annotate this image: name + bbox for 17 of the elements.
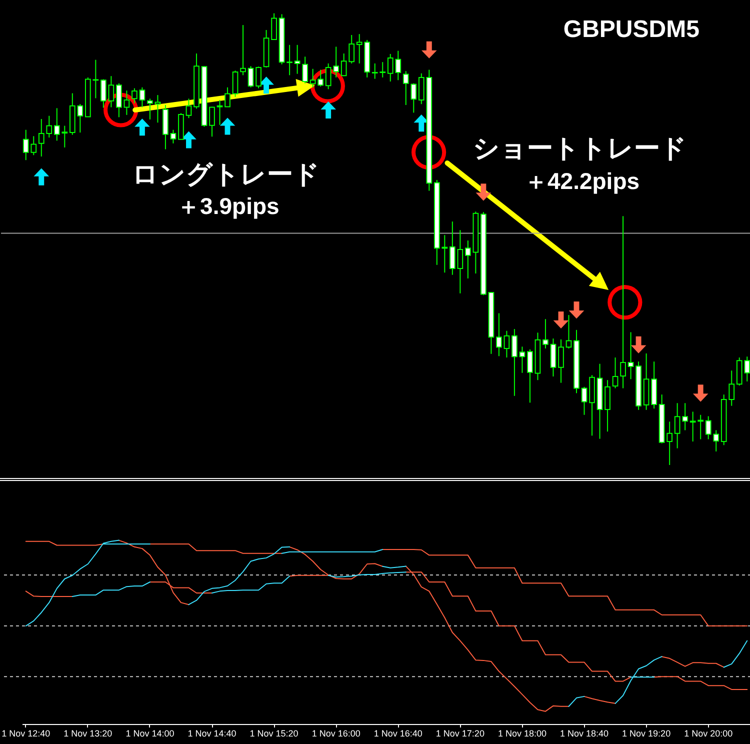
x-tick-label: 1 Nov 19:20 [622, 728, 671, 738]
annotation: ロングトレード [132, 159, 320, 189]
annotation: ＋3.9pips [177, 193, 280, 219]
annotation: ＋42.2pips [524, 168, 640, 194]
chart-title: GBPUSDM5 [563, 16, 700, 43]
x-tick-label: 1 Nov 15:20 [250, 728, 298, 738]
x-tick-label: 1 Nov 12:40 [2, 728, 50, 738]
x-tick-label: 1 Nov 18:40 [560, 728, 609, 738]
annotation: ショートトレード [473, 133, 688, 163]
x-tick-label: 1 Nov 14:40 [188, 728, 236, 738]
x-tick-label: 1 Nov 17:20 [436, 728, 484, 738]
x-tick-label: 1 Nov 14:00 [126, 728, 174, 738]
x-tick-label: 1 Nov 20:00 [684, 728, 733, 738]
x-tick-label: 1 Nov 16:00 [312, 728, 360, 738]
x-tick-label: 1 Nov 18:00 [498, 728, 546, 738]
x-tick-label: 1 Nov 13:20 [64, 728, 112, 738]
x-tick-label: 1 Nov 16:40 [374, 728, 422, 738]
